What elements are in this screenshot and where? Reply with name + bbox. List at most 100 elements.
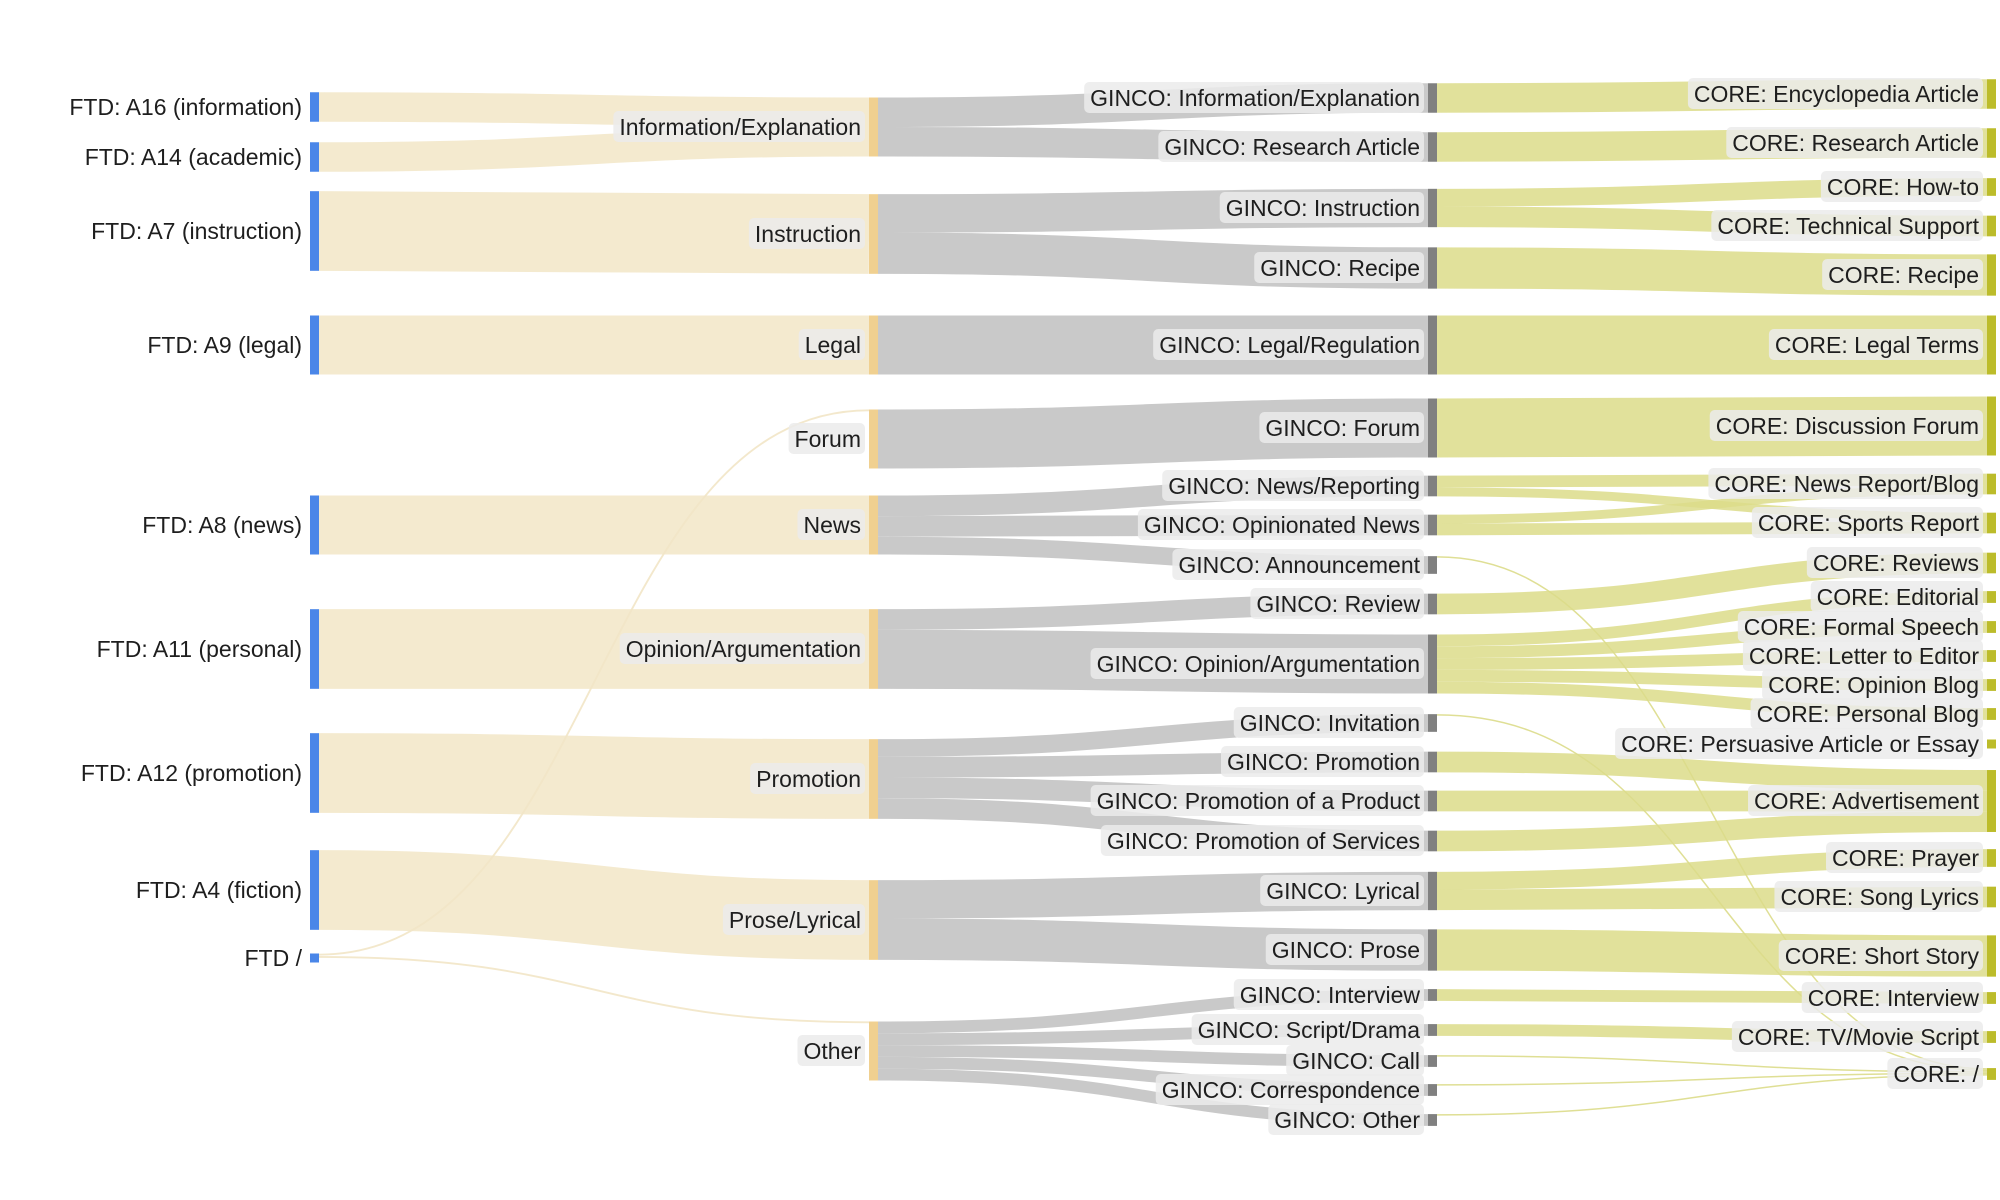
- node-g_announce[interactable]: [1428, 556, 1437, 574]
- node-k_speech[interactable]: [1987, 621, 1996, 633]
- node-k_research[interactable]: [1987, 128, 1996, 158]
- node-ftd_a14[interactable]: [310, 142, 319, 172]
- node-g_instr[interactable]: [1428, 188, 1437, 228]
- node-g_info[interactable]: [1428, 83, 1437, 113]
- node-k_forum[interactable]: [1987, 396, 1996, 456]
- node-ftd_a16[interactable]: [310, 92, 319, 122]
- node-label-bg: [1090, 785, 1424, 816]
- link-g_corresp-to-k_none[interactable]: [1436, 1072, 1988, 1086]
- node-k_editorial[interactable]: [1987, 591, 1996, 603]
- node-k_tech[interactable]: [1987, 215, 1996, 237]
- node-k_encyc[interactable]: [1987, 79, 1996, 109]
- node-ftd_a7[interactable]: [310, 191, 319, 271]
- node-label-bg: [1100, 825, 1424, 856]
- node-k_persuasive[interactable]: [1987, 739, 1996, 749]
- node-c_instr[interactable]: [869, 194, 878, 274]
- node-label-k_story: CORE: Short Story: [1785, 943, 1980, 969]
- node-c_opinion[interactable]: [869, 609, 878, 689]
- node-c_forum[interactable]: [869, 409, 878, 469]
- node-label-g_lyrical: GINCO: Lyrical: [1266, 878, 1420, 904]
- node-g_other[interactable]: [1428, 1114, 1437, 1126]
- node-c_info[interactable]: [869, 97, 878, 157]
- node-g_promo[interactable]: [1428, 751, 1437, 773]
- node-g_promoprod[interactable]: [1428, 790, 1437, 812]
- node-label-bg: [1268, 1104, 1424, 1135]
- node-c_promo[interactable]: [869, 739, 878, 819]
- node-g_invite[interactable]: [1428, 714, 1437, 732]
- node-g_prose[interactable]: [1428, 929, 1437, 971]
- node-label-ftd_a12: FTD: A12 (promotion): [81, 760, 302, 786]
- node-g_research[interactable]: [1428, 132, 1437, 162]
- link-g_promoserv-to-k_advert[interactable]: [1436, 811, 1988, 852]
- node-k_recipe[interactable]: [1987, 254, 1996, 296]
- node-c_prose[interactable]: [869, 880, 878, 960]
- node-g_corresp[interactable]: [1428, 1084, 1437, 1096]
- node-g_legal[interactable]: [1428, 315, 1437, 375]
- node-label-g_promoserv: GINCO: Promotion of Services: [1107, 828, 1420, 854]
- node-g_opinion[interactable]: [1428, 634, 1437, 694]
- node-k_lyrics[interactable]: [1987, 886, 1996, 908]
- link-ftd_none-to-c_other[interactable]: [318, 955, 870, 1024]
- node-ftd_a9[interactable]: [310, 315, 319, 375]
- node-k_sports[interactable]: [1987, 512, 1996, 534]
- node-g_newsrep[interactable]: [1428, 475, 1437, 497]
- node-k_opblog[interactable]: [1987, 679, 1996, 691]
- node-k_letter[interactable]: [1987, 650, 1996, 662]
- node-label-bg: [1233, 707, 1424, 738]
- node-k_newsblog[interactable]: [1987, 473, 1996, 495]
- node-k_howto[interactable]: [1987, 178, 1996, 196]
- node-g_lyrical[interactable]: [1428, 871, 1437, 911]
- node-g_call[interactable]: [1428, 1055, 1437, 1067]
- node-label-bg: [1750, 698, 1983, 729]
- node-label-bg: [1265, 934, 1424, 965]
- links-layer: [318, 79, 1988, 1126]
- node-k_script[interactable]: [1987, 1031, 1996, 1043]
- node-label-c_info: Information/Explanation: [619, 114, 861, 140]
- node-g_recipe[interactable]: [1428, 247, 1437, 289]
- node-c_other[interactable]: [869, 1021, 878, 1081]
- node-ftd_none[interactable]: [310, 953, 319, 963]
- node-g_opnews[interactable]: [1428, 514, 1437, 536]
- node-label-bg: [1191, 1014, 1424, 1045]
- node-label-bg: [798, 329, 865, 360]
- node-c_legal[interactable]: [869, 315, 878, 375]
- node-ftd_a8[interactable]: [310, 495, 319, 555]
- node-label-k_none: CORE: /: [1893, 1061, 1979, 1087]
- node-label-g_interview: GINCO: Interview: [1240, 982, 1421, 1008]
- node-label-k_newsblog: CORE: News Report/Blog: [1714, 471, 1979, 497]
- node-k_legal[interactable]: [1987, 315, 1996, 375]
- node-label-ftd_a14: FTD: A14 (academic): [85, 144, 302, 170]
- link-ftd_a14-to-c_info[interactable]: [318, 127, 870, 172]
- node-g_review[interactable]: [1428, 593, 1437, 615]
- node-label-k_forum: CORE: Discussion Forum: [1716, 413, 1979, 439]
- node-label-c_opinion: Opinion/Argumentation: [626, 636, 861, 662]
- node-ftd_a4[interactable]: [310, 850, 319, 930]
- link-g_promo-to-k_advert[interactable]: [1436, 751, 1988, 791]
- node-ftd_a11[interactable]: [310, 609, 319, 689]
- node-label-bg: [619, 633, 865, 664]
- node-g_script[interactable]: [1428, 1024, 1437, 1036]
- node-k_prayer[interactable]: [1987, 849, 1996, 867]
- node-k_reviews[interactable]: [1987, 552, 1996, 574]
- node-k_interview[interactable]: [1987, 992, 1996, 1004]
- node-g_interview[interactable]: [1428, 989, 1437, 1001]
- node-g_forum[interactable]: [1428, 398, 1437, 458]
- node-label-ftd_a7: FTD: A7 (instruction): [91, 218, 302, 244]
- node-c_news[interactable]: [869, 495, 878, 555]
- node-label-k_letter: CORE: Letter to Editor: [1749, 643, 1979, 669]
- node-label-k_script: CORE: TV/Movie Script: [1738, 1024, 1980, 1050]
- link-g_call-to-k_none[interactable]: [1436, 1055, 1988, 1073]
- node-k_advert[interactable]: [1987, 770, 1996, 832]
- node-ftd_a12[interactable]: [310, 733, 319, 813]
- node-label-k_prayer: CORE: Prayer: [1832, 845, 1979, 871]
- node-label-ftd_a11: FTD: A11 (personal): [97, 636, 302, 662]
- node-label-bg: [1726, 127, 1983, 158]
- link-ftd_none-to-c_forum[interactable]: [318, 409, 870, 956]
- node-k_story[interactable]: [1987, 935, 1996, 977]
- node-label-g_opnews: GINCO: Opinionated News: [1144, 512, 1420, 538]
- node-k_none[interactable]: [1987, 1068, 1996, 1080]
- node-g_promoserv[interactable]: [1428, 830, 1437, 852]
- link-g_other-to-k_none[interactable]: [1436, 1074, 1988, 1116]
- node-label-bg: [722, 904, 865, 935]
- node-k_perblog[interactable]: [1987, 708, 1996, 720]
